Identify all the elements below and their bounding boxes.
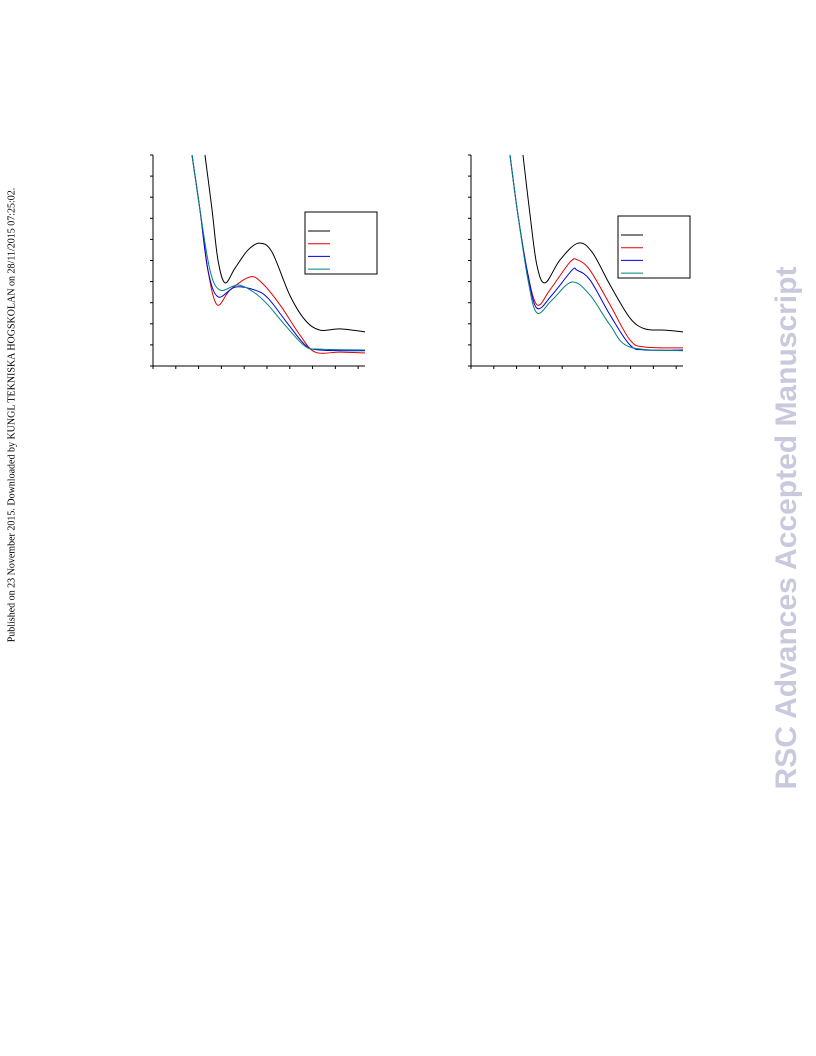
legend-box [304, 211, 378, 275]
chart [150, 154, 378, 369]
data-line [509, 154, 684, 352]
chart [468, 154, 691, 369]
data-line [522, 154, 684, 333]
data-line [191, 154, 366, 351]
legend-box [617, 215, 691, 279]
data-line [204, 154, 366, 333]
data-line [509, 154, 684, 351]
